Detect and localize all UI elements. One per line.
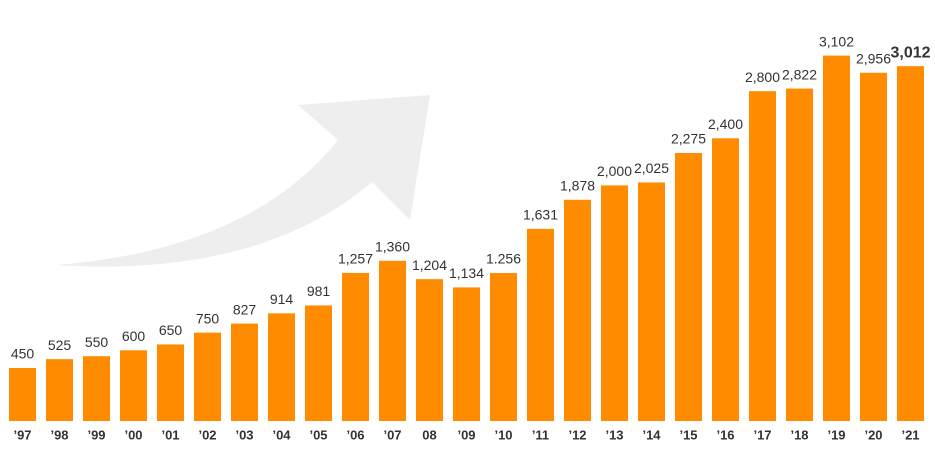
x-tick-label: ’18: [790, 427, 808, 442]
value-label: 981: [307, 283, 331, 299]
bar: [786, 88, 813, 422]
value-label: 1,134: [449, 265, 484, 281]
x-tick-label: ’98: [50, 427, 68, 442]
value-label: 1.256: [486, 251, 521, 267]
x-tick-label: ’05: [309, 427, 327, 442]
x-tick-label: ’03: [235, 427, 253, 442]
x-tick-label: ’15: [679, 427, 697, 442]
value-label: 600: [122, 328, 146, 344]
bar: [157, 344, 184, 421]
value-label: 1,257: [338, 251, 373, 267]
value-label: 3,012: [890, 44, 930, 61]
value-label: 3,102: [819, 33, 854, 49]
x-tick-label: ’17: [753, 427, 771, 442]
bar: [860, 72, 887, 421]
x-tick-label: ’00: [124, 427, 142, 442]
value-label: 914: [270, 291, 294, 307]
x-tick-label: ’02: [198, 427, 216, 442]
value-label: 2,275: [671, 131, 706, 147]
bar: [749, 91, 776, 421]
x-tick-label: ’11: [532, 427, 549, 442]
value-label: 1,360: [375, 238, 410, 254]
bar: [268, 313, 295, 421]
x-tick-label: ’09: [457, 427, 475, 442]
bar: [342, 272, 369, 421]
value-label: 2,822: [782, 66, 817, 82]
x-tick-label: ’12: [568, 427, 586, 442]
bar: [305, 305, 332, 421]
bar: [379, 260, 406, 421]
bar: [638, 182, 665, 421]
bar: [453, 287, 480, 421]
x-tick-label: 08: [422, 427, 436, 442]
value-label: 525: [48, 337, 72, 353]
x-tick-label: ’01: [161, 427, 179, 442]
bar: [712, 138, 739, 421]
x-tick-label: ’97: [13, 427, 31, 442]
x-tick-label: ’20: [864, 427, 882, 442]
bar: [527, 228, 554, 421]
bar: [490, 273, 517, 421]
bar: [120, 350, 147, 421]
x-tick-label: ’19: [827, 427, 845, 442]
value-label: 2,000: [597, 163, 632, 179]
bar: [83, 356, 110, 421]
value-label: 1,631: [523, 207, 558, 223]
value-label: 2,800: [745, 69, 780, 85]
value-label: 2,025: [634, 160, 669, 176]
x-tick-label: ’04: [272, 427, 291, 442]
bar: [897, 66, 924, 421]
x-tick-label: ’13: [605, 427, 623, 442]
x-tick-label: ’21: [901, 427, 919, 442]
bar: [194, 332, 221, 421]
value-label: 2,956: [856, 50, 891, 66]
x-tick-label: ’99: [87, 427, 105, 442]
bar: [823, 55, 850, 421]
bar: [231, 323, 258, 421]
bar: [416, 279, 443, 421]
bar: [601, 185, 628, 421]
trend-arrow: [55, 95, 430, 267]
x-tick-label: ’07: [383, 427, 401, 442]
value-label: 650: [159, 322, 183, 338]
value-label: 1,204: [412, 257, 447, 273]
value-label: 1,878: [560, 177, 595, 193]
value-label: 827: [233, 301, 257, 317]
x-tick-label: ’06: [346, 427, 364, 442]
bar: [9, 367, 36, 421]
bar: [46, 359, 73, 421]
value-label: 750: [196, 310, 220, 326]
value-label: 450: [11, 346, 35, 362]
x-tick-label: ’14: [642, 427, 661, 442]
bar: [564, 199, 591, 421]
x-tick-label: ’10: [494, 427, 512, 442]
bar: [675, 153, 702, 421]
value-label: 2,400: [708, 116, 743, 132]
x-tick-label: ’16: [716, 427, 734, 442]
value-label: 550: [85, 334, 109, 350]
